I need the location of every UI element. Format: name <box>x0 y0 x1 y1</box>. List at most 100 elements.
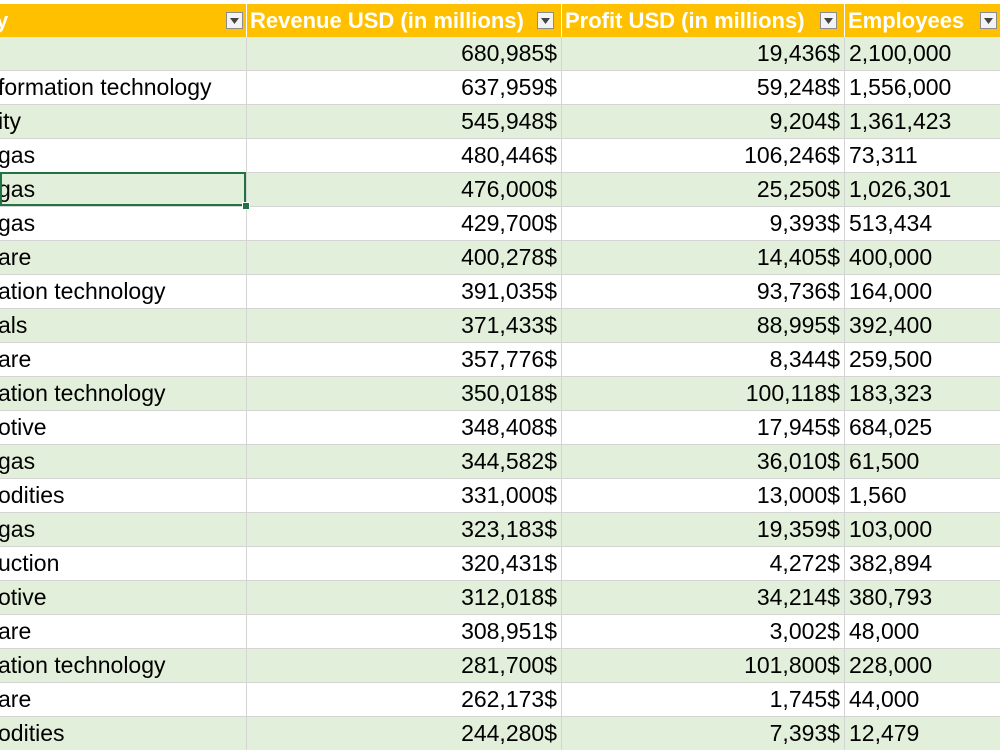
table-row: gas 429,700$ 9,393$ 513,434 <box>0 207 1000 241</box>
cell-profit[interactable]: 106,246$ <box>562 139 845 173</box>
cell-revenue[interactable]: 262,173$ <box>247 683 562 717</box>
cell-revenue[interactable]: 312,018$ <box>247 581 562 615</box>
cell-revenue[interactable]: 331,000$ <box>247 479 562 513</box>
header-cell-profit[interactable]: Profit USD (in millions) <box>562 4 845 37</box>
cell-industry[interactable]: als <box>0 309 247 343</box>
cell-industry[interactable]: gas <box>0 445 247 479</box>
cell-profit[interactable]: 59,248$ <box>562 71 845 105</box>
cell-revenue[interactable]: 348,408$ <box>247 411 562 445</box>
cell-profit[interactable]: 9,204$ <box>562 105 845 139</box>
cell-employees[interactable]: 61,500 <box>845 445 1000 479</box>
cell-industry[interactable] <box>0 37 247 71</box>
cell-industry[interactable]: gas <box>0 173 247 207</box>
cell-employees[interactable]: 164,000 <box>845 275 1000 309</box>
cell-revenue[interactable]: 323,183$ <box>247 513 562 547</box>
cell-employees[interactable]: 183,323 <box>845 377 1000 411</box>
cell-revenue[interactable]: 480,446$ <box>247 139 562 173</box>
cell-revenue[interactable]: 476,000$ <box>247 173 562 207</box>
cell-profit[interactable]: 34,214$ <box>562 581 845 615</box>
cell-industry[interactable]: otive <box>0 411 247 445</box>
cell-profit[interactable]: 1,745$ <box>562 683 845 717</box>
cell-revenue[interactable]: 429,700$ <box>247 207 562 241</box>
cell-employees[interactable]: 1,361,423 <box>845 105 1000 139</box>
cell-revenue[interactable]: 308,951$ <box>247 615 562 649</box>
cell-profit[interactable]: 25,250$ <box>562 173 845 207</box>
cell-profit[interactable]: 101,800$ <box>562 649 845 683</box>
cell-profit[interactable]: 13,000$ <box>562 479 845 513</box>
cell-industry-text: gas <box>0 516 36 542</box>
filter-dropdown-icon[interactable] <box>226 12 243 29</box>
cell-profit[interactable]: 100,118$ <box>562 377 845 411</box>
cell-profit-text: 19,436$ <box>756 40 840 66</box>
cell-profit[interactable]: 4,272$ <box>562 547 845 581</box>
cell-industry[interactable]: gas <box>0 139 247 173</box>
filter-dropdown-icon[interactable] <box>820 12 837 29</box>
cell-revenue[interactable]: 400,278$ <box>247 241 562 275</box>
cell-industry[interactable]: odities <box>0 717 247 750</box>
cell-employees[interactable]: 103,000 <box>845 513 1000 547</box>
cell-industry[interactable]: are <box>0 615 247 649</box>
cell-employees[interactable]: 228,000 <box>845 649 1000 683</box>
cell-revenue[interactable]: 391,035$ <box>247 275 562 309</box>
cell-revenue[interactable]: 344,582$ <box>247 445 562 479</box>
cell-profit[interactable]: 17,945$ <box>562 411 845 445</box>
cell-industry[interactable]: odities <box>0 479 247 513</box>
cell-industry[interactable]: ation technology <box>0 649 247 683</box>
cell-revenue[interactable]: 357,776$ <box>247 343 562 377</box>
cell-profit[interactable]: 9,393$ <box>562 207 845 241</box>
cell-profit[interactable]: 19,436$ <box>562 37 845 71</box>
fill-handle[interactable] <box>242 202 250 210</box>
filter-dropdown-icon[interactable] <box>537 12 554 29</box>
cell-employees[interactable]: 73,311 <box>845 139 1000 173</box>
cell-employees[interactable]: 2,100,000 <box>845 37 1000 71</box>
cell-revenue[interactable]: 680,985$ <box>247 37 562 71</box>
cell-industry[interactable]: ity <box>0 105 247 139</box>
cell-revenue[interactable]: 371,433$ <box>247 309 562 343</box>
cell-employees[interactable]: 513,434 <box>845 207 1000 241</box>
cell-profit[interactable]: 19,359$ <box>562 513 845 547</box>
cell-industry[interactable]: are <box>0 343 247 377</box>
cell-revenue[interactable]: 320,431$ <box>247 547 562 581</box>
cell-industry[interactable]: otive <box>0 581 247 615</box>
cell-revenue[interactable]: 244,280$ <box>247 717 562 750</box>
cell-employees[interactable]: 259,500 <box>845 343 1000 377</box>
header-cell-industry[interactable]: y <box>0 4 247 37</box>
cell-profit[interactable]: 36,010$ <box>562 445 845 479</box>
cell-employees[interactable]: 684,025 <box>845 411 1000 445</box>
cell-employees[interactable]: 400,000 <box>845 241 1000 275</box>
cell-employees[interactable]: 1,560 <box>845 479 1000 513</box>
cell-industry[interactable]: formation technology <box>0 71 247 105</box>
cell-employees[interactable]: 392,400 <box>845 309 1000 343</box>
cell-industry[interactable]: ation technology <box>0 275 247 309</box>
cell-revenue[interactable]: 350,018$ <box>247 377 562 411</box>
cell-profit[interactable]: 88,995$ <box>562 309 845 343</box>
cell-revenue[interactable]: 281,700$ <box>247 649 562 683</box>
cell-employees[interactable]: 1,556,000 <box>845 71 1000 105</box>
cell-profit[interactable]: 7,393$ <box>562 717 845 750</box>
cell-employees[interactable]: 380,793 <box>845 581 1000 615</box>
cell-revenue[interactable]: 545,948$ <box>247 105 562 139</box>
cell-employees[interactable]: 44,000 <box>845 683 1000 717</box>
filter-dropdown-icon[interactable] <box>980 12 997 29</box>
cell-revenue-text: 344,582$ <box>461 448 557 474</box>
cell-employees[interactable]: 382,894 <box>845 547 1000 581</box>
cell-profit-text: 4,272$ <box>769 550 840 576</box>
cell-employees[interactable]: 12,479 <box>845 717 1000 750</box>
cell-industry[interactable]: are <box>0 683 247 717</box>
cell-profit[interactable]: 3,002$ <box>562 615 845 649</box>
header-cell-employees[interactable]: Employees <box>845 4 1000 37</box>
cell-industry-text: gas <box>0 142 36 168</box>
cell-employees[interactable]: 1,026,301 <box>845 173 1000 207</box>
cell-industry[interactable]: gas <box>0 513 247 547</box>
cell-industry[interactable]: uction <box>0 547 247 581</box>
cell-profit[interactable]: 14,405$ <box>562 241 845 275</box>
cell-profit[interactable]: 93,736$ <box>562 275 845 309</box>
cell-revenue[interactable]: 637,959$ <box>247 71 562 105</box>
cell-employees[interactable]: 48,000 <box>845 615 1000 649</box>
cell-industry[interactable]: are <box>0 241 247 275</box>
cell-profit[interactable]: 8,344$ <box>562 343 845 377</box>
cell-industry[interactable]: ation technology <box>0 377 247 411</box>
header-cell-revenue[interactable]: Revenue USD (in millions) <box>247 4 562 37</box>
cell-profit-text: 19,359$ <box>756 516 840 542</box>
cell-industry[interactable]: gas <box>0 207 247 241</box>
